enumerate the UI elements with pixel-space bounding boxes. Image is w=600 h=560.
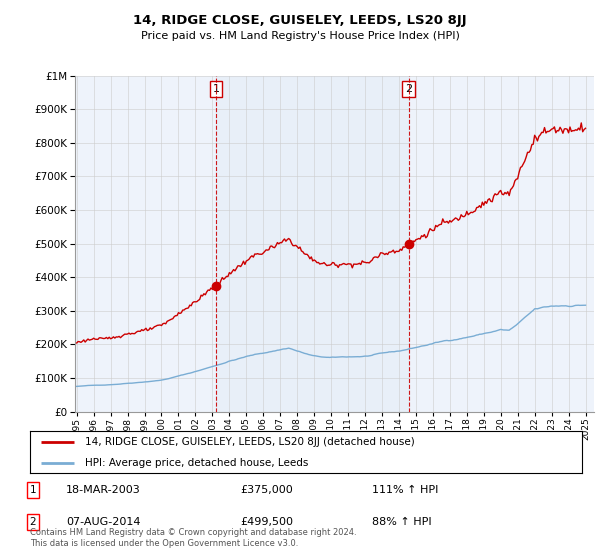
Text: 2: 2 [405, 84, 412, 94]
Text: Price paid vs. HM Land Registry's House Price Index (HPI): Price paid vs. HM Land Registry's House … [140, 31, 460, 41]
Text: Contains HM Land Registry data © Crown copyright and database right 2024.
This d: Contains HM Land Registry data © Crown c… [30, 528, 356, 548]
Text: 18-MAR-2003: 18-MAR-2003 [66, 485, 141, 495]
Text: HPI: Average price, detached house, Leeds: HPI: Average price, detached house, Leed… [85, 458, 308, 468]
Text: 88% ↑ HPI: 88% ↑ HPI [372, 517, 431, 527]
Text: 2: 2 [29, 517, 37, 527]
Text: 07-AUG-2014: 07-AUG-2014 [66, 517, 140, 527]
Text: £375,000: £375,000 [240, 485, 293, 495]
Text: 111% ↑ HPI: 111% ↑ HPI [372, 485, 439, 495]
Text: 14, RIDGE CLOSE, GUISELEY, LEEDS, LS20 8JJ (detached house): 14, RIDGE CLOSE, GUISELEY, LEEDS, LS20 8… [85, 437, 415, 447]
Text: 14, RIDGE CLOSE, GUISELEY, LEEDS, LS20 8JJ: 14, RIDGE CLOSE, GUISELEY, LEEDS, LS20 8… [133, 14, 467, 27]
Text: £499,500: £499,500 [240, 517, 293, 527]
Text: 1: 1 [212, 84, 220, 94]
Bar [216, 76, 409, 412]
Text: 1: 1 [29, 485, 37, 495]
